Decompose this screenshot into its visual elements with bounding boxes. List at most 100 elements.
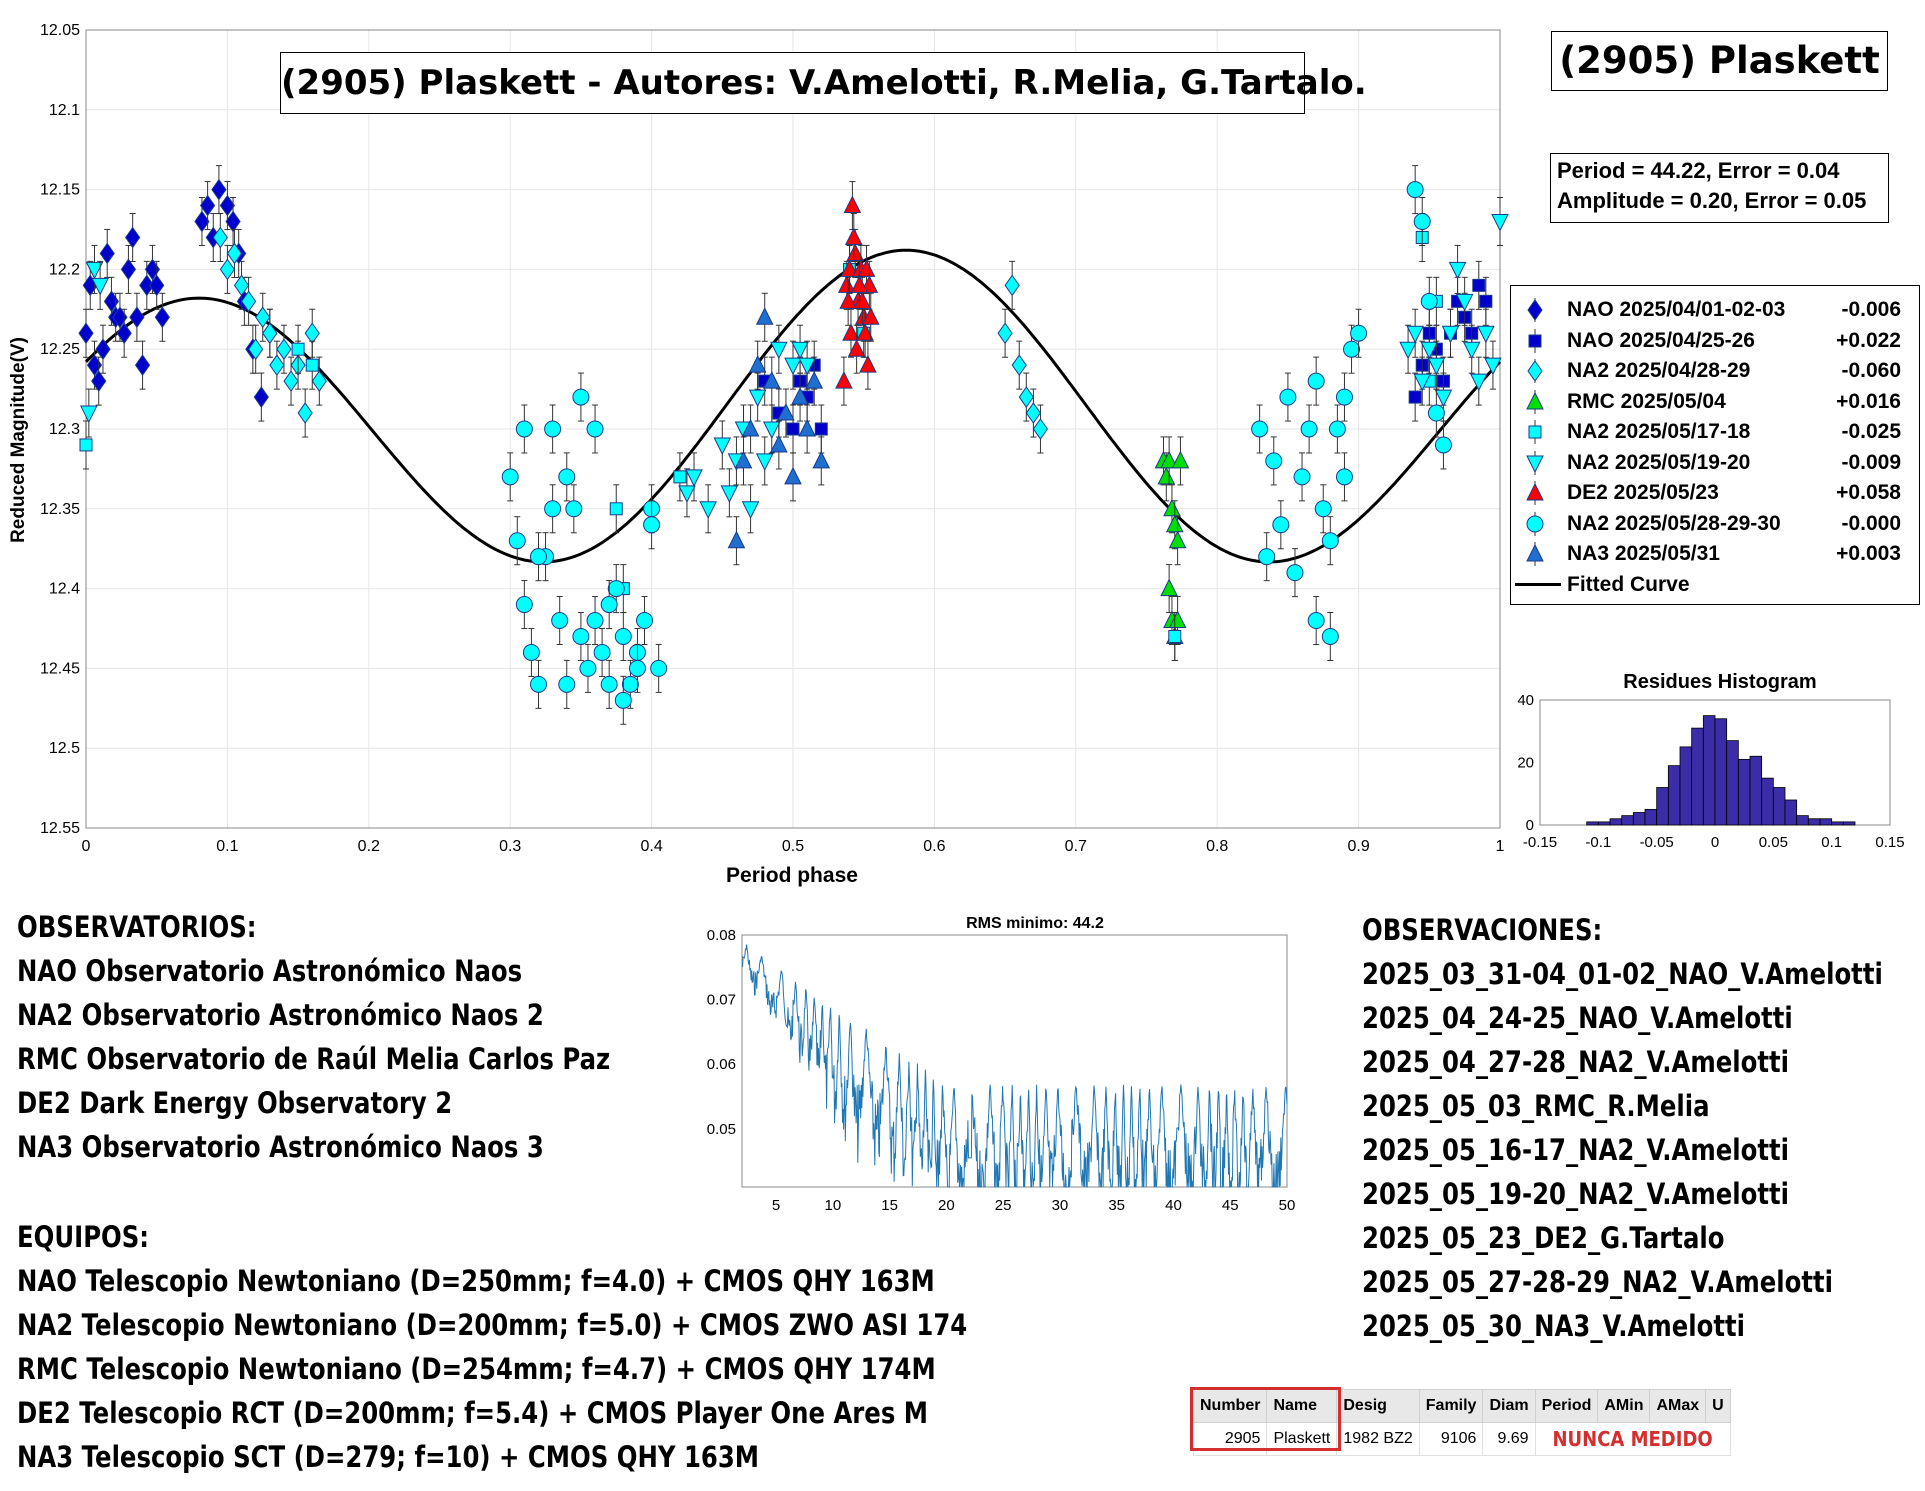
data-point xyxy=(762,371,781,389)
histogram-y-tick: 20 xyxy=(1517,755,1534,772)
data-point xyxy=(1025,402,1041,424)
data-point xyxy=(842,323,860,341)
observacion-item: 2025_05_16-17_NA2_V.Amelotti xyxy=(1362,1133,1789,1167)
legend-count: 49 xyxy=(1903,359,1925,383)
rms-x-tick: 35 xyxy=(1108,1197,1125,1214)
legend-label: NA2 2025/05/17-18 xyxy=(1567,420,1751,443)
data-point xyxy=(673,470,687,484)
legend-offset: -0.009 xyxy=(1841,450,1901,474)
histogram-bar xyxy=(1761,777,1774,826)
x-tick-label: 0.9 xyxy=(1347,838,1369,855)
observacion-item: 2025_04_24-25_NAO_V.Amelotti xyxy=(1362,1001,1793,1035)
legend-marker xyxy=(1526,450,1544,475)
legend-marker xyxy=(1526,389,1544,414)
legend-label: NAO 2025/04/01-02-03 xyxy=(1567,298,1786,321)
data-point xyxy=(1307,612,1325,630)
x-tick-label: 1 xyxy=(1496,838,1505,855)
data-point xyxy=(713,437,732,456)
series-na2 xyxy=(501,165,1452,725)
data-point xyxy=(1526,543,1544,562)
legend-marker xyxy=(1528,328,1542,353)
data-point xyxy=(515,420,533,438)
data-point xyxy=(1168,629,1182,643)
legend-count: 58 xyxy=(1903,451,1925,475)
observacion-item: 2025_05_03_RMC_R.Melia xyxy=(1362,1089,1710,1123)
data-point xyxy=(233,274,250,297)
histogram-bar xyxy=(1749,755,1763,826)
data-point xyxy=(1168,530,1187,549)
data-point xyxy=(853,291,872,309)
data-point xyxy=(755,307,774,325)
rms-line xyxy=(741,944,1288,1188)
legend-label: RMC 2025/05/04 xyxy=(1567,389,1726,413)
data-point xyxy=(1472,278,1486,292)
data-point xyxy=(1004,274,1020,297)
residues-histogram: Residues Histogram -0.15 -0.1 -0.05 0 0.05 0.… xyxy=(1517,671,1904,851)
legend-offset: -0.006 xyxy=(1841,298,1901,321)
data-point xyxy=(812,450,831,469)
data-point xyxy=(1328,420,1346,438)
amplitude-line: Amplitude = 0.20, Error = 0.05 xyxy=(1557,188,1867,213)
rms-x-tick: 40 xyxy=(1165,1197,1182,1214)
data-point xyxy=(1469,373,1488,392)
data-point xyxy=(154,306,170,329)
data-point xyxy=(586,420,604,438)
legend-label: NA2 2025/05/28-29-30 xyxy=(1567,511,1781,535)
data-point xyxy=(1335,388,1353,406)
observatorio-item: NA2 Observatorio Astronómico Naos 2 xyxy=(17,998,544,1032)
legend-label: Fitted Curve xyxy=(1567,572,1690,596)
data-point xyxy=(805,371,824,389)
data-point xyxy=(1265,452,1283,470)
equipos-heading: EQUIPOS: xyxy=(17,1220,150,1254)
table-header-cell: Period xyxy=(1534,1389,1599,1423)
histogram-x-tick: -0.05 xyxy=(1640,834,1674,851)
histogram-bar xyxy=(1679,746,1693,826)
data-point xyxy=(1300,420,1318,438)
observatorio-item: NAO Observatorio Astronómico Naos xyxy=(17,954,523,988)
rms-x-tick: 5 xyxy=(772,1197,780,1214)
observacion-item: 2025_05_23_DE2_G.Tartalo xyxy=(1362,1221,1725,1255)
data-point xyxy=(614,691,632,709)
histogram-bar xyxy=(1819,818,1833,826)
equipo-item: NA2 Telescopio Newtoniano (D=200mm; f=5.… xyxy=(17,1308,968,1342)
data-point xyxy=(857,259,876,277)
histogram-bar xyxy=(1609,818,1623,826)
data-point xyxy=(544,500,562,518)
data-point xyxy=(1526,482,1544,501)
rms-x-tick: 10 xyxy=(824,1197,841,1214)
data-point xyxy=(283,370,299,392)
histogram-bar xyxy=(1714,718,1728,826)
data-point xyxy=(1441,325,1460,344)
y-axis-label: Reduced Magnitude(V) xyxy=(8,337,29,543)
legend-count: 11 xyxy=(1903,390,1925,414)
data-point xyxy=(116,322,132,345)
y-tick-label: 12.1 xyxy=(49,102,80,119)
data-point xyxy=(741,501,760,519)
data-point xyxy=(650,659,668,677)
data-point xyxy=(565,500,583,518)
legend-marker xyxy=(1526,511,1544,536)
data-point xyxy=(1314,500,1332,518)
data-point xyxy=(786,422,800,436)
data-point xyxy=(529,675,547,693)
series-de2 xyxy=(835,181,880,406)
data-point xyxy=(1413,213,1431,231)
data-point xyxy=(99,242,115,265)
data-point xyxy=(835,371,853,389)
legend-offset: -0.060 xyxy=(1841,359,1901,382)
data-point xyxy=(120,258,137,281)
legend-count: 50 xyxy=(1903,298,1925,322)
data-point xyxy=(843,195,862,214)
legend-count: 19 xyxy=(1903,481,1925,505)
histogram-bar xyxy=(1772,787,1786,826)
data-point xyxy=(1279,388,1297,406)
data-point xyxy=(814,422,828,436)
data-point xyxy=(211,178,227,201)
data-point xyxy=(1160,578,1178,597)
data-point xyxy=(1479,294,1493,308)
data-point xyxy=(297,402,313,424)
rms-x-tick: 20 xyxy=(938,1197,955,1214)
legend-label: NA2 2025/05/19-20 xyxy=(1567,450,1751,474)
data-point xyxy=(643,516,661,534)
histogram-bar xyxy=(1784,799,1798,826)
